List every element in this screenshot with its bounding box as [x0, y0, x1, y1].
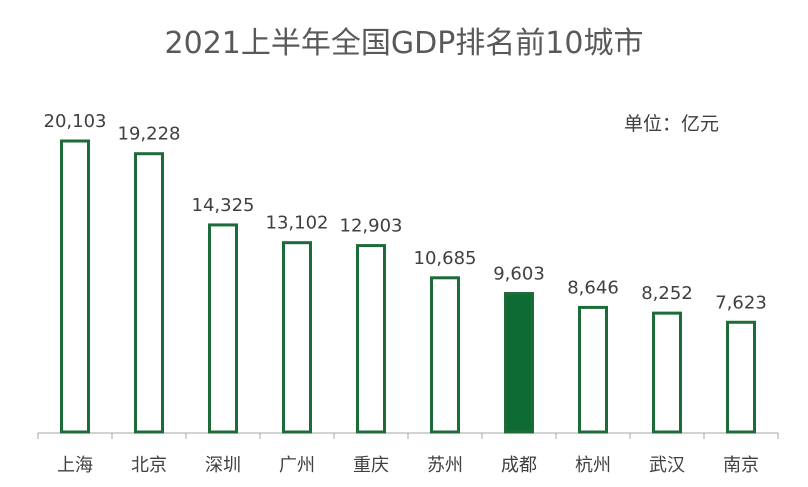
- bar: [208, 223, 238, 434]
- bar: [578, 305, 608, 434]
- chart-title: 2021上半年全国GDP排名前10城市: [164, 26, 644, 61]
- data-label: 14,325: [192, 195, 255, 216]
- data-label: 20,103: [44, 111, 107, 132]
- x-tick-label: 上海: [57, 455, 93, 476]
- x-tick-label: 南京: [723, 455, 759, 476]
- data-label: 8,252: [641, 283, 693, 304]
- x-tick-label: 深圳: [205, 455, 241, 476]
- x-tick-label: 北京: [131, 455, 167, 476]
- x-tick-label: 重庆: [353, 455, 389, 476]
- data-label: 7,623: [715, 292, 767, 313]
- bar: [726, 320, 756, 434]
- data-label: 19,228: [118, 124, 181, 145]
- bar: [60, 139, 90, 434]
- x-tick-label: 成都: [501, 455, 537, 476]
- data-label: 10,685: [414, 248, 477, 269]
- bar: [356, 244, 386, 434]
- data-label: 13,102: [266, 213, 329, 234]
- data-label: 9,603: [493, 264, 545, 285]
- data-label: 8,646: [567, 277, 619, 298]
- bar: [652, 311, 682, 434]
- unit-label: 单位：亿元: [624, 113, 720, 135]
- data-label: 12,903: [340, 216, 403, 237]
- x-tick-label: 广州: [279, 455, 315, 476]
- bar: [504, 292, 534, 434]
- x-tick-label: 苏州: [427, 455, 463, 476]
- x-tick-label: 杭州: [575, 455, 611, 476]
- bar: [282, 241, 312, 434]
- bar: [134, 152, 164, 434]
- bar: [430, 276, 460, 434]
- x-tick-label: 武汉: [649, 455, 685, 476]
